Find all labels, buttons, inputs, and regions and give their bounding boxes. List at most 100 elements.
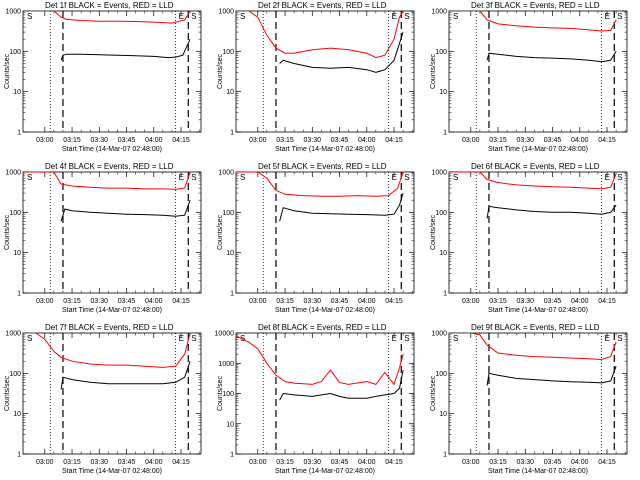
x-axis-label: Start Time (14-Mar-07 02:48:00) [488, 307, 588, 314]
lld-series-line [449, 172, 617, 190]
y-tick-label: 10 [13, 411, 21, 418]
x-tick-label: 03:45 [331, 298, 349, 305]
events-series-line [60, 200, 191, 222]
x-tick-label: 03:00 [249, 137, 267, 144]
marker-letter: E [179, 334, 184, 343]
x-axis-label: Start Time (14-Mar-07 02:48:00) [62, 307, 162, 314]
marker-letter: S [240, 12, 245, 21]
panel-det-3: Det 3f BLACK = Events, RED = LLD 1 10 100 10… [430, 1, 628, 153]
y-tick-label: 1 [443, 130, 447, 137]
x-tick-label: 03:00 [36, 137, 54, 144]
plot-frame [22, 332, 202, 455]
series-group [23, 333, 191, 390]
y-tick-label: 10 [439, 250, 447, 257]
series-group [236, 335, 404, 401]
marker-letter: E [605, 12, 610, 21]
x-tick-label: 04:00 [145, 137, 163, 144]
series-group [449, 333, 617, 386]
x-axis-label: Start Time (14-Mar-07 02:48:00) [275, 307, 375, 314]
marker-letter: S [617, 12, 622, 21]
x-tick-label: 04:15 [172, 298, 190, 305]
events-series-line [279, 192, 404, 222]
x-tick-label: 04:15 [598, 298, 616, 305]
x-tick-label: 03:45 [118, 137, 136, 144]
panel-title: Det 1f BLACK = Events, RED = LLD [45, 1, 174, 10]
series-group [23, 172, 191, 222]
events-series-line [486, 366, 617, 386]
series-group [449, 11, 617, 63]
marker-letter: E [605, 334, 610, 343]
marker-letter: E [179, 173, 184, 182]
marker-letter: S [240, 334, 245, 343]
plot-frame [448, 10, 628, 133]
y-axis-label: Counts/sec [430, 375, 437, 411]
panel-title: Det 8f BLACK = Events, RED = LLD [258, 323, 387, 332]
plot-frame [22, 10, 202, 133]
x-tick-label: 03:45 [118, 298, 136, 305]
lld-series-line [23, 11, 191, 24]
x-tick-label: 03:15 [276, 298, 294, 305]
plot-frame [235, 332, 415, 455]
x-axis-label: Start Time (14-Mar-07 02:48:00) [488, 146, 588, 153]
plot-frame [22, 171, 202, 294]
x-tick-label: 03:00 [462, 459, 480, 466]
y-tick-label: 100 [222, 210, 234, 217]
x-tick-label: 03:15 [63, 137, 81, 144]
y-axis-label: Counts/sec [4, 53, 11, 89]
x-axis-label: Start Time (14-Mar-07 02:48:00) [62, 468, 162, 475]
x-tick-label: 04:15 [385, 298, 403, 305]
marker-letter: S [27, 334, 32, 343]
x-tick-label: 03:00 [462, 137, 480, 144]
y-tick-label: 1 [17, 452, 21, 459]
x-tick-label: 04:15 [172, 459, 190, 466]
y-tick-label: 1000 [5, 9, 21, 16]
y-axis-label: Counts/sec [430, 214, 437, 250]
lld-series-line [449, 11, 617, 32]
x-axis-label: Start Time (14-Mar-07 02:48:00) [275, 468, 375, 475]
x-tick-label: 03:45 [544, 298, 562, 305]
y-tick-label: 1000 [431, 331, 447, 338]
y-tick-label: 1 [443, 452, 447, 459]
series-group [236, 172, 404, 222]
x-tick-label: 03:00 [249, 298, 267, 305]
panel-title: Det 2f BLACK = Events, RED = LLD [258, 1, 387, 10]
marker-letter: E [392, 12, 397, 21]
lld-series-line [449, 333, 617, 361]
y-tick-label: 1 [230, 130, 234, 137]
x-tick-label: 03:00 [36, 298, 54, 305]
marker-letter: S [240, 173, 245, 182]
x-tick-label: 03:15 [276, 459, 294, 466]
panel-title: Det 5f BLACK = Events, RED = LLD [258, 162, 387, 171]
marker-letter: S [404, 173, 409, 182]
x-tick-label: 03:30 [91, 298, 109, 305]
x-tick-label: 03:45 [331, 137, 349, 144]
panel-title: Det 3f BLACK = Events, RED = LLD [471, 1, 600, 10]
marker-letter: S [453, 173, 458, 182]
y-tick-label: 1 [17, 291, 21, 298]
panel-title: Det 7f BLACK = Events, RED = LLD [45, 323, 174, 332]
x-tick-label: 03:45 [544, 459, 562, 466]
x-tick-label: 03:15 [63, 459, 81, 466]
panel-title: Det 6f BLACK = Events, RED = LLD [471, 162, 600, 171]
y-tick-label: 10 [226, 421, 234, 428]
x-tick-label: 03:15 [63, 298, 81, 305]
x-tick-label: 03:00 [36, 459, 54, 466]
x-axis-label: Start Time (14-Mar-07 02:48:00) [62, 146, 162, 153]
marker-letter: S [453, 334, 458, 343]
x-axis-label: Start Time (14-Mar-07 02:48:00) [488, 468, 588, 475]
x-axis-label: Start Time (14-Mar-07 02:48:00) [275, 146, 375, 153]
x-tick-label: 03:30 [91, 137, 109, 144]
x-tick-label: 03:30 [304, 298, 322, 305]
y-tick-label: 1000 [218, 170, 234, 177]
x-tick-label: 03:00 [249, 459, 267, 466]
y-axis-label: Counts/sec [217, 214, 224, 250]
events-series-line [486, 51, 617, 63]
marker-letter: S [27, 173, 32, 182]
x-tick-label: 04:15 [172, 137, 190, 144]
panel-title: Det 4f BLACK = Events, RED = LLD [45, 162, 174, 171]
y-tick-label: 100 [435, 371, 447, 378]
x-tick-label: 04:00 [358, 137, 376, 144]
y-tick-label: 1000 [5, 170, 21, 177]
y-tick-label: 1000 [218, 9, 234, 16]
